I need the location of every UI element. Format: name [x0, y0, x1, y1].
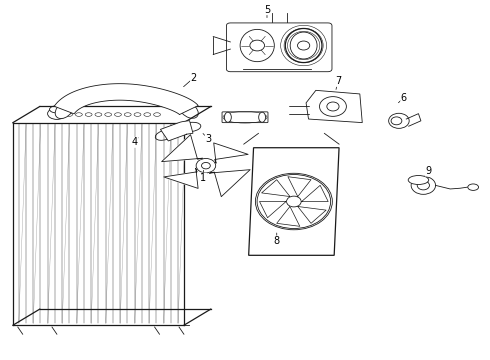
Polygon shape: [302, 185, 328, 202]
Ellipse shape: [66, 113, 73, 116]
Ellipse shape: [55, 102, 73, 118]
Ellipse shape: [105, 113, 112, 116]
Ellipse shape: [124, 113, 131, 116]
Ellipse shape: [144, 113, 151, 116]
FancyBboxPatch shape: [226, 23, 332, 72]
Ellipse shape: [285, 28, 322, 63]
Ellipse shape: [201, 162, 210, 169]
Ellipse shape: [85, 113, 92, 116]
Text: 7: 7: [335, 76, 341, 86]
Polygon shape: [298, 207, 326, 223]
Ellipse shape: [297, 41, 310, 50]
Polygon shape: [54, 84, 198, 114]
Polygon shape: [306, 90, 362, 123]
Ellipse shape: [75, 113, 82, 116]
Ellipse shape: [408, 176, 429, 184]
Ellipse shape: [182, 122, 201, 131]
Ellipse shape: [319, 96, 346, 116]
Text: 2: 2: [191, 73, 197, 83]
Ellipse shape: [290, 32, 317, 59]
Text: 9: 9: [425, 166, 431, 176]
Text: 1: 1: [200, 173, 206, 183]
Ellipse shape: [411, 176, 436, 194]
Polygon shape: [260, 202, 286, 218]
Ellipse shape: [49, 106, 64, 113]
Polygon shape: [164, 168, 198, 188]
Ellipse shape: [250, 40, 265, 51]
Ellipse shape: [287, 196, 301, 207]
Polygon shape: [262, 180, 290, 197]
Ellipse shape: [224, 112, 231, 122]
Text: 5: 5: [264, 5, 270, 15]
Ellipse shape: [389, 113, 409, 129]
Ellipse shape: [155, 130, 173, 140]
Ellipse shape: [468, 184, 479, 190]
Text: 8: 8: [274, 236, 280, 246]
Ellipse shape: [154, 113, 160, 116]
Ellipse shape: [196, 158, 216, 173]
Ellipse shape: [115, 113, 122, 116]
Ellipse shape: [259, 112, 266, 122]
Ellipse shape: [48, 108, 66, 120]
Ellipse shape: [327, 102, 339, 111]
Ellipse shape: [179, 102, 198, 118]
Text: 3: 3: [205, 134, 211, 144]
Text: 4: 4: [132, 138, 138, 147]
Polygon shape: [162, 135, 202, 162]
Ellipse shape: [417, 181, 429, 190]
Polygon shape: [288, 177, 311, 197]
Polygon shape: [160, 121, 193, 141]
FancyBboxPatch shape: [222, 112, 268, 123]
Polygon shape: [210, 170, 250, 197]
Ellipse shape: [134, 113, 141, 116]
Ellipse shape: [240, 30, 274, 62]
Text: 6: 6: [401, 93, 407, 103]
Ellipse shape: [391, 117, 402, 125]
Ellipse shape: [95, 113, 102, 116]
Polygon shape: [214, 143, 248, 163]
Polygon shape: [277, 207, 300, 226]
